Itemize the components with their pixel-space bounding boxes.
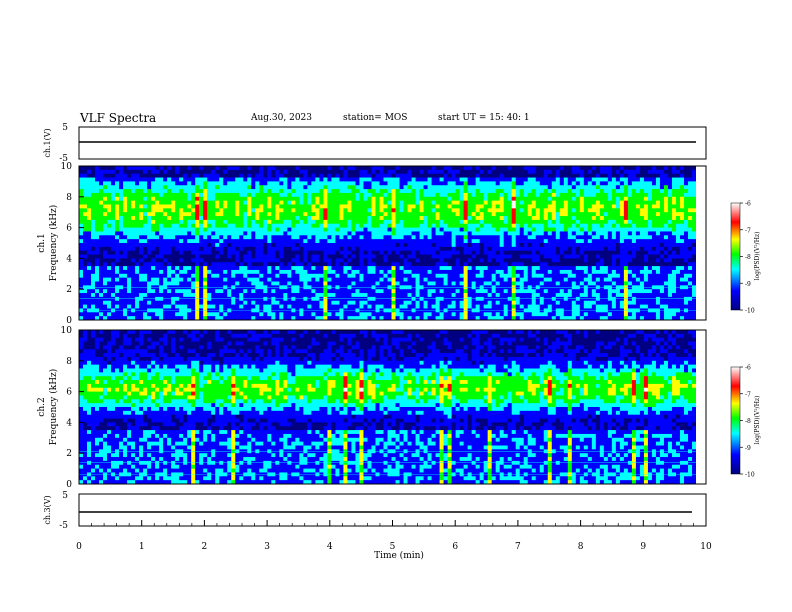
- ch1-ytick-bottom: -5: [59, 154, 68, 164]
- colorbar-ch2: -6 -7 -8 -9 -10 log(PSD)(V²/Hz): [730, 365, 761, 479]
- xtick-label-7: 7: [515, 542, 521, 552]
- ytick-label-6: 6: [66, 388, 72, 398]
- ytick-label-6: 6: [66, 224, 72, 234]
- ytick-label-8: 8: [66, 193, 72, 203]
- colorbar-ch2-label: log(PSD)(V²/Hz): [754, 396, 761, 445]
- ch1-voltage-ylabel: ch.1(V): [43, 128, 52, 157]
- colorbar-tick--10: -10: [745, 472, 755, 479]
- ch1-spectrogram-image: [79, 166, 706, 321]
- xtick-label-2: 2: [202, 542, 208, 552]
- ytick-label-0: 0: [66, 316, 72, 326]
- xtick-label-10: 10: [700, 542, 712, 552]
- x-axis-label: Time (min): [374, 550, 424, 561]
- ch2-spectrogram-image: [79, 330, 706, 485]
- colorbar-tick--7: -7: [745, 227, 751, 234]
- ch2-ylabel-channel: ch.2: [37, 397, 47, 416]
- ch2-yticks: 0 2 4 6 8 10: [61, 326, 84, 490]
- xtick-label-1: 1: [139, 542, 145, 552]
- colorbar-tick--8: -8: [745, 254, 751, 261]
- colorbar-ch1: -6 -7 -8 -9 -10 log(PSD)(V²/Hz): [730, 201, 761, 315]
- colorbar-tick--10: -10: [745, 308, 755, 315]
- ytick-label-10: 10: [61, 162, 73, 172]
- ch2-ylabel-frequency: Frequency (kHz): [48, 369, 59, 446]
- figure-title: VLF Spectra: [80, 111, 157, 125]
- ch1-yticks: 0 2 4 6 8 10: [61, 162, 84, 326]
- x-axis-ticks: 0 1 2 3 4 5 6 7 8 9 10: [76, 520, 712, 552]
- station-label: station= MOS: [343, 113, 408, 123]
- colorbar-tick--9: -9: [745, 281, 751, 288]
- ch3-voltage-ylabel: ch.3(V): [43, 495, 52, 524]
- xtick-label-4: 4: [327, 542, 333, 552]
- colorbar-tick--8: -8: [745, 418, 751, 425]
- xtick-label-0: 0: [76, 542, 82, 552]
- colorbar-ch1-label: log(PSD)(V²/Hz): [754, 232, 761, 281]
- ch1-ylabel-channel: ch.1: [37, 233, 47, 252]
- ytick-label-2: 2: [66, 285, 72, 295]
- ch3-voltage-panel: 5 -5 ch.3(V): [43, 491, 707, 531]
- xtick-label-9: 9: [640, 542, 646, 552]
- xtick-label-3: 3: [264, 542, 270, 552]
- colorbar-tick--6: -6: [745, 201, 751, 208]
- ch1-spectrogram-panel: 0 2 4 6 8 10 ch.1 Frequency (kHz): [37, 162, 707, 326]
- ch3-ytick-bottom: -5: [59, 521, 68, 531]
- xtick-label-5: 5: [390, 542, 396, 552]
- date-label: Aug.30, 2023: [251, 113, 312, 123]
- ytick-label-10: 10: [61, 326, 73, 336]
- colorbar-tick--9: -9: [745, 445, 751, 452]
- ch1-ytick-top: 5: [62, 123, 68, 133]
- ytick-label-4: 4: [66, 254, 72, 264]
- ch1-voltage-panel: 5 -5 ch.1(V): [43, 123, 707, 164]
- colorbar-tick--6: -6: [745, 365, 751, 372]
- ch1-ylabel-frequency: Frequency (kHz): [48, 205, 59, 282]
- ch2-spectrogram-panel: 0 2 4 6 8 10 ch.2 Frequency (kHz): [37, 326, 707, 490]
- xtick-label-6: 6: [452, 542, 458, 552]
- colorbar-tick--7: -7: [745, 391, 751, 398]
- ytick-label-4: 4: [66, 418, 72, 428]
- ch3-ytick-top: 5: [62, 491, 68, 501]
- ytick-label-2: 2: [66, 449, 72, 459]
- ytick-label-0: 0: [66, 480, 72, 490]
- ytick-label-8: 8: [66, 357, 72, 367]
- start-time-label: start UT = 15: 40: 1: [438, 113, 530, 123]
- xtick-label-8: 8: [578, 542, 584, 552]
